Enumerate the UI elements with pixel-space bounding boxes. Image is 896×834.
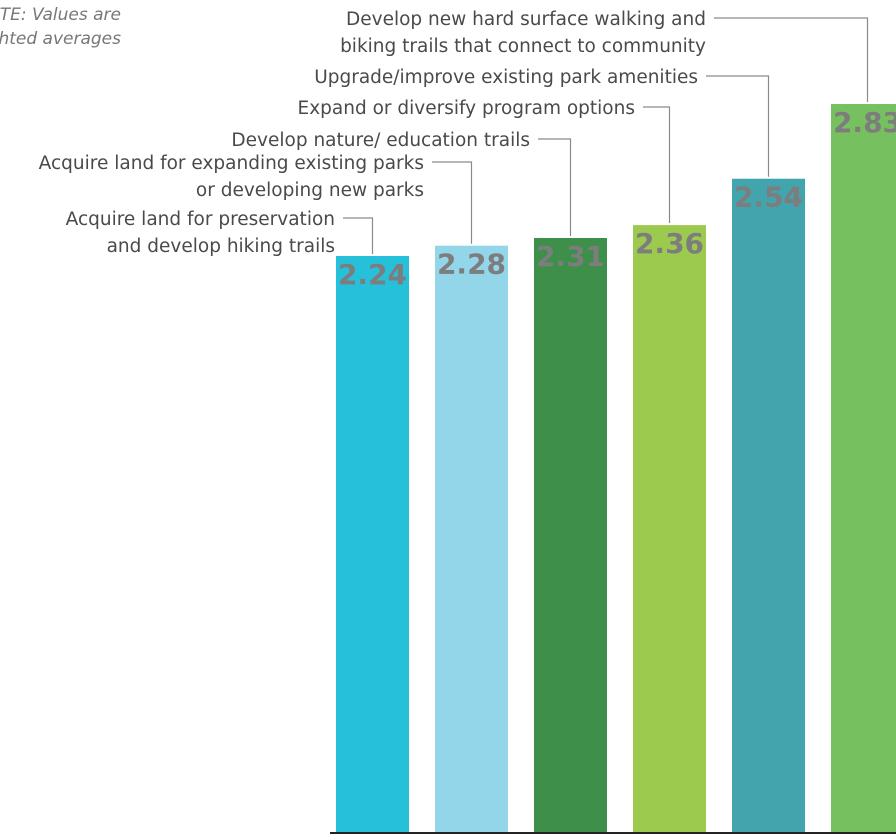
leader-line-2 <box>432 161 473 244</box>
category-label-2-line-1: Acquire land for expanding existing park… <box>39 153 424 174</box>
category-label-5-line-1: Upgrade/improve existing park amenities <box>314 67 698 88</box>
bar-1 <box>336 256 409 833</box>
value-label-3: 2.31 <box>536 240 605 273</box>
category-label-3-line-1: Develop nature/ education trails <box>231 130 530 151</box>
category-label-6-line-2: biking trails that connect to community <box>340 36 706 57</box>
bar-4 <box>633 225 706 833</box>
leader-line-4 <box>643 106 671 224</box>
category-label-1-line-1: Acquire land for preservation <box>66 209 335 230</box>
value-label-5: 2.54 <box>734 181 803 214</box>
category-label-6-line-1: Develop new hard surface walking and <box>346 9 706 30</box>
note-line-2: weighted averages <box>0 29 121 49</box>
bar-6 <box>831 104 896 833</box>
note-line-1: NOTE: Values are <box>0 5 121 25</box>
category-labels: Acquire land for preservation and develop… <box>39 9 706 257</box>
value-label-6: 2.83 <box>833 106 896 139</box>
value-label-2: 2.28 <box>437 248 506 281</box>
value-label-4: 2.36 <box>635 227 704 260</box>
leader-line-6 <box>714 17 869 103</box>
note: NOTE: Values are weighted averages <box>0 5 121 49</box>
bars <box>336 104 896 834</box>
leader-line-5 <box>706 75 770 177</box>
leader-line-3 <box>538 138 572 236</box>
bar-5 <box>732 178 805 834</box>
leader-line-1 <box>343 217 374 254</box>
category-label-4-line-1: Expand or diversify program options <box>298 98 635 119</box>
value-labels: 2.24 2.28 2.31 2.36 2.54 2.83 <box>338 106 896 291</box>
bar-2 <box>435 245 508 834</box>
bar-3 <box>534 237 607 833</box>
category-label-1-line-2: and develop hiking trails <box>107 236 335 257</box>
leader-lines <box>343 17 869 254</box>
value-label-1: 2.24 <box>338 258 407 291</box>
category-label-2-line-2: or developing new parks <box>196 180 424 201</box>
